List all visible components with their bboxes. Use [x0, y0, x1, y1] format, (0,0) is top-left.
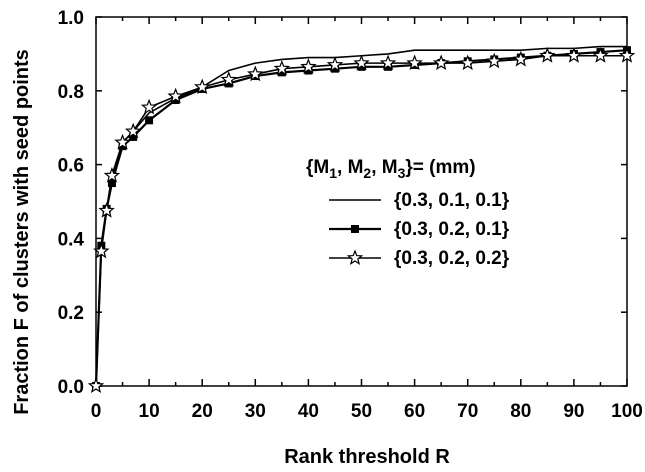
x-tick-label: 40 [298, 401, 319, 422]
x-tick-label: 30 [245, 401, 266, 422]
square-marker [107, 179, 116, 188]
legend-item: {0.3, 0.2, 0.1} [329, 219, 510, 240]
y-tick-label: 0.0 [58, 377, 84, 398]
legend-title-part: , M [337, 157, 363, 178]
star-marker [326, 56, 344, 72]
legend-title-part: }= (mm) [405, 157, 475, 178]
legend-title-subscript: 3 [398, 165, 406, 181]
star-marker [512, 50, 530, 67]
star-marker [273, 59, 291, 76]
y-tick-label: 0.4 [58, 229, 85, 250]
y-tick-label: 0.6 [58, 156, 84, 177]
legend-label: {0.3, 0.1, 0.1} [394, 190, 510, 211]
legend-label: {0.3, 0.2, 0.1} [394, 219, 510, 240]
y-axis-title: Fraction F of clusters with seed points [11, 49, 33, 415]
x-tick-label: 60 [404, 401, 425, 422]
star-marker [167, 87, 184, 104]
star-marker [379, 54, 397, 71]
y-tick-label: 1.0 [58, 8, 84, 29]
x-tick-label: 0 [91, 401, 102, 422]
star-marker [592, 47, 609, 63]
x-tick-label: 100 [611, 401, 643, 422]
star-marker [93, 242, 110, 259]
legend-title-subscript: 1 [329, 165, 337, 181]
star-marker [114, 133, 131, 150]
star-marker [539, 47, 556, 63]
y-tick-label: 0.8 [58, 82, 84, 103]
star-marker [300, 58, 317, 74]
legend-title-part: , M [371, 157, 397, 178]
x-tick-label: 90 [563, 401, 584, 422]
series-layer [87, 45, 636, 394]
x-tick-label: 70 [457, 401, 478, 422]
star-marker [565, 47, 583, 63]
y-tick-label: 0.2 [58, 303, 84, 324]
star-marker [346, 249, 364, 266]
star-marker [193, 78, 211, 95]
star-marker [353, 54, 370, 71]
square-marker [351, 225, 359, 233]
x-tick-label: 20 [192, 401, 213, 422]
plot-area [95, 16, 628, 387]
legend-label: {0.3, 0.2, 0.2} [394, 248, 510, 269]
square-marker [129, 132, 138, 141]
legend-item: {0.3, 0.1, 0.1} [329, 190, 510, 211]
star-marker [486, 52, 503, 69]
x-tick-label: 10 [139, 401, 160, 422]
legend: {0.3, 0.1, 0.1} {0.3, 0.2, 0.1} {0.3, 0.2,… [329, 190, 510, 269]
star-marker [103, 167, 121, 183]
star-marker [618, 47, 636, 63]
star-marker [459, 54, 476, 71]
x-tick-label: 50 [351, 401, 372, 422]
series-3 [87, 47, 636, 394]
legend-title-subscript: 2 [363, 165, 371, 181]
y-axis: 0.0 0.2 0.4 0.6 0.8 1.0 [58, 8, 627, 398]
series-line [95, 54, 627, 387]
star-marker [432, 54, 450, 71]
plot-border [95, 16, 628, 387]
legend-title-part: {M [306, 157, 329, 178]
x-axis-title: Rank threshold R [284, 446, 450, 468]
square-marker [145, 116, 154, 125]
legend-item: {0.3, 0.2, 0.2} [329, 248, 510, 269]
star-marker [220, 71, 237, 87]
star-marker [98, 202, 115, 218]
star-marker [87, 377, 105, 394]
x-axis: 0 10 20 30 40 50 60 70 80 90 100 [91, 17, 643, 422]
x-tick-label: 80 [510, 401, 531, 422]
star-marker [124, 122, 142, 139]
star-marker [247, 65, 264, 82]
star-marker [140, 98, 158, 115]
legend-title: {M1, M2, M3}= (mm) [306, 157, 476, 181]
star-marker [406, 54, 423, 71]
